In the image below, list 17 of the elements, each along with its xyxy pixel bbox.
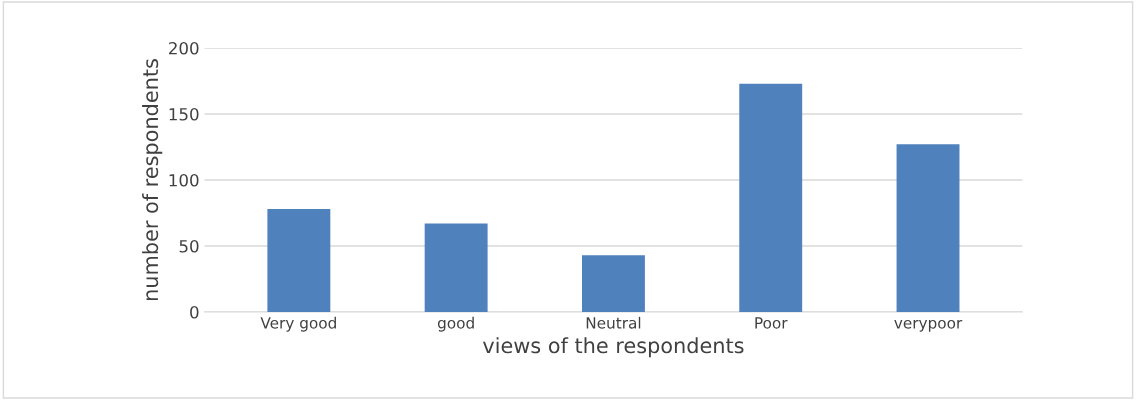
bar (267, 209, 331, 312)
x-axis-title: views of the respondents (482, 337, 744, 358)
y-axis-title: number of respondents (142, 59, 163, 301)
bar (581, 255, 645, 312)
bar (739, 83, 803, 312)
y-tick-label: 0 (190, 305, 199, 319)
bar (896, 144, 960, 312)
x-tick-label: verypoor (894, 319, 963, 332)
x-tick-label: good (437, 316, 474, 332)
y-tick-label: 150 (169, 107, 199, 121)
x-tick-label: Poor (755, 317, 788, 329)
y-tick-label: 100 (169, 173, 199, 187)
bar (424, 223, 488, 312)
y-tick-label: 200 (169, 41, 199, 55)
y-tick-label: 50 (179, 239, 199, 253)
x-tick-label: Neutral (586, 316, 641, 329)
x-tick-label: Very good (260, 316, 336, 332)
